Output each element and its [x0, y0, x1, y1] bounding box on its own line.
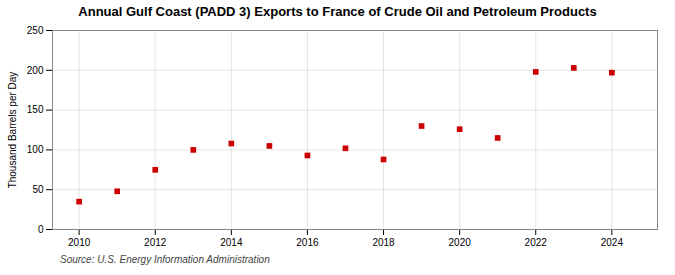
svg-text:2024: 2024: [601, 237, 624, 248]
svg-text:50: 50: [32, 184, 44, 195]
svg-text:Thousand Barrels per Day: Thousand Barrels per Day: [7, 72, 18, 189]
svg-text:2014: 2014: [220, 237, 243, 248]
svg-text:2010: 2010: [68, 237, 91, 248]
svg-text:2018: 2018: [372, 237, 395, 248]
svg-text:2012: 2012: [144, 237, 167, 248]
html-text:Source: U.S. Energy Informatio: Source: U.S. Energy Information Administ…: [60, 254, 270, 265]
svg-text:250: 250: [27, 25, 44, 36]
svg-text:150: 150: [27, 104, 44, 115]
svg-text:0: 0: [38, 224, 44, 235]
svg-text:200: 200: [27, 65, 44, 76]
html-text:Annual Gulf Coast (PADD 3) Exp: Annual Gulf Coast (PADD 3) Exports to Fr…: [78, 4, 597, 19]
svg-text:2016: 2016: [296, 237, 319, 248]
svg-text:2022: 2022: [525, 237, 548, 248]
svg-text:100: 100: [27, 144, 44, 155]
svg-text:2020: 2020: [449, 237, 472, 248]
